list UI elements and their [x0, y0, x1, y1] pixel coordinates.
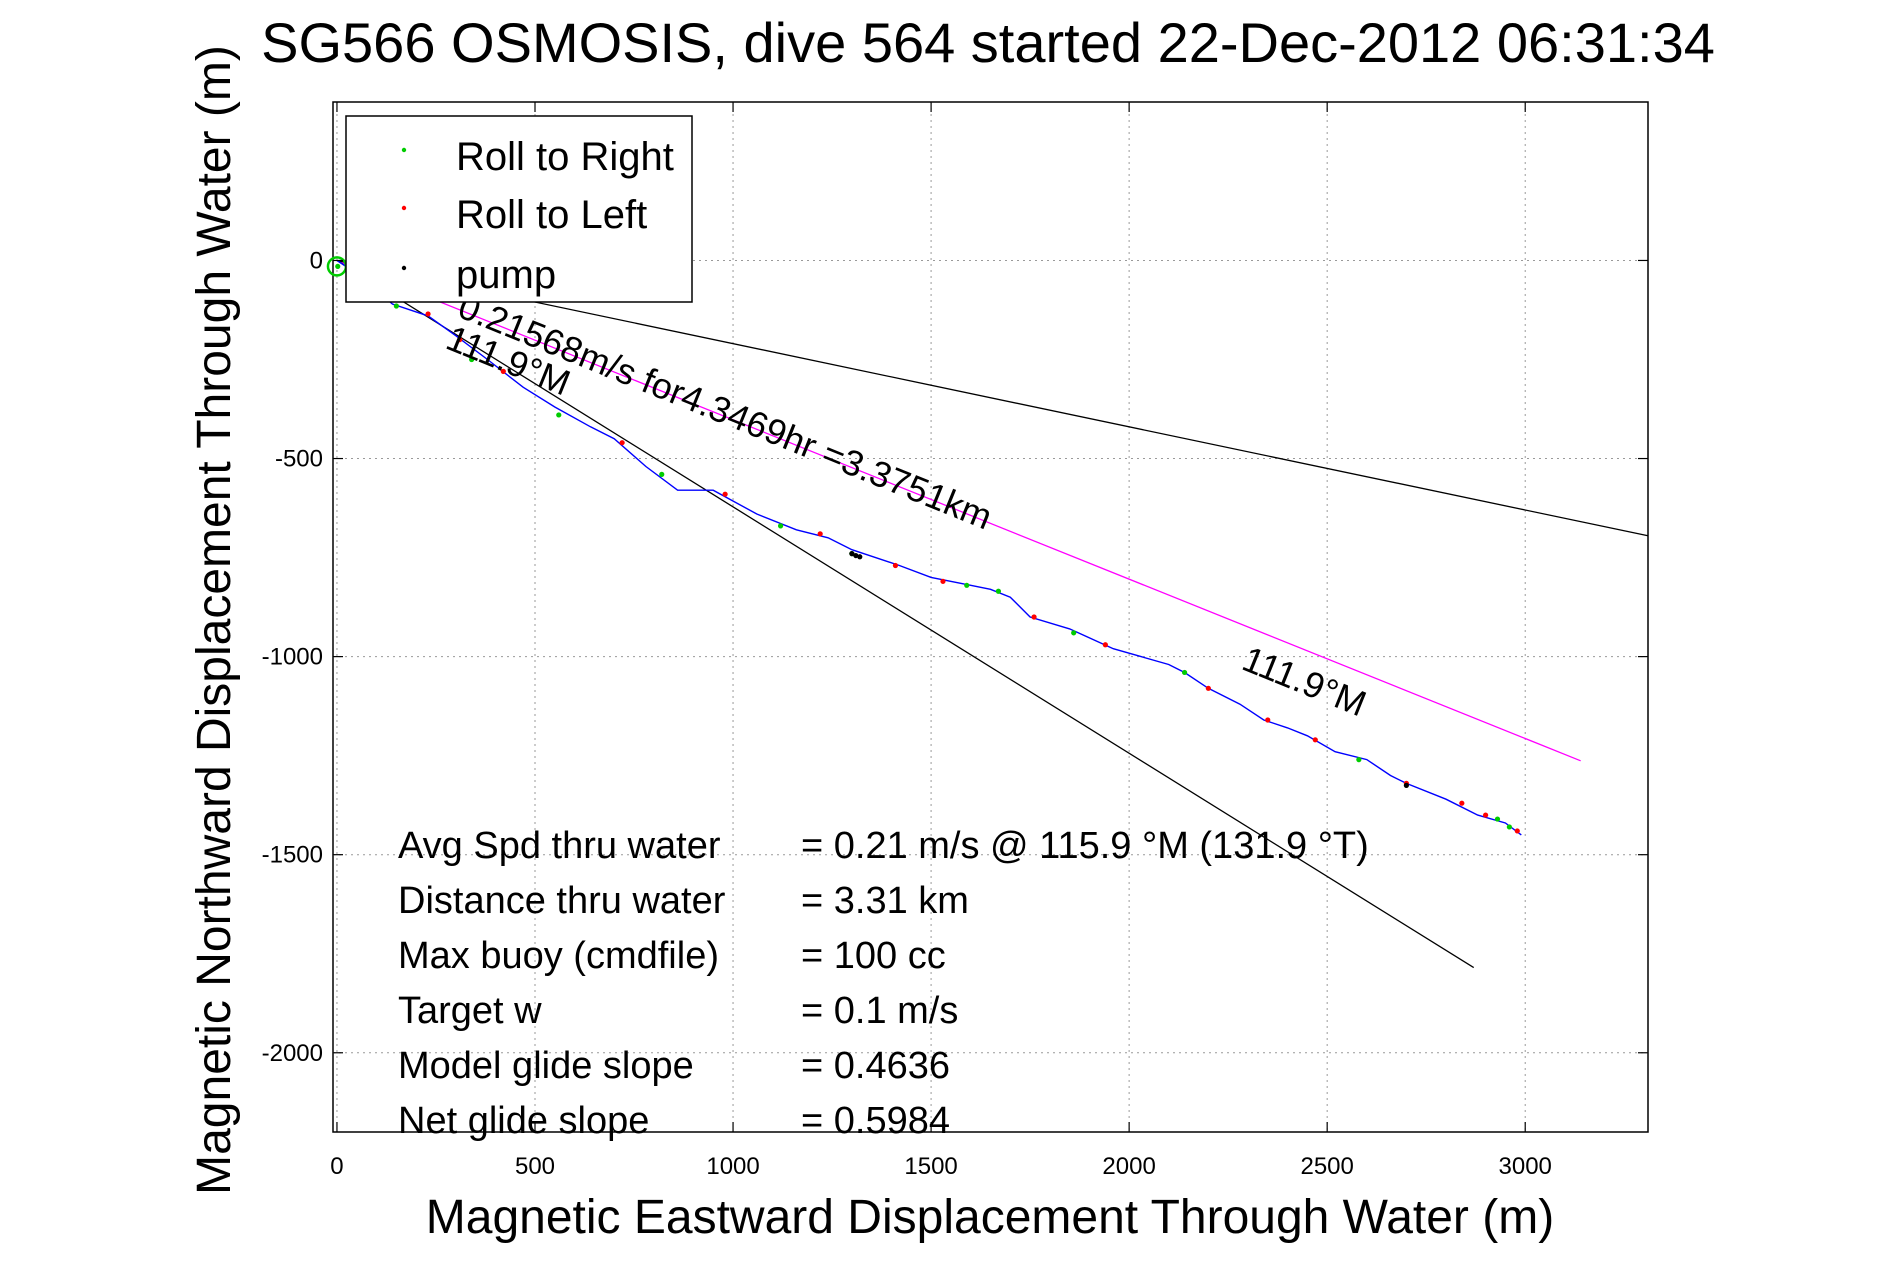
roll-right-point — [469, 356, 475, 363]
roll-left-point — [1205, 685, 1211, 691]
stat-value: = 0.21 m/s @ 115.9 °M (131.9 °T) — [801, 825, 1369, 867]
y-axis-label: Magnetic Northward Displacement Through … — [188, 45, 241, 1195]
roll-right-point — [964, 582, 970, 588]
bound-lower — [336, 259, 1475, 969]
x-tick-label: 2500 — [1300, 1153, 1353, 1180]
roll-left-point — [1265, 717, 1271, 723]
y-tick-label: -500 — [275, 446, 323, 473]
stat-value: = 100 cc — [801, 935, 946, 977]
roll-right-point — [1181, 669, 1188, 676]
legend: Roll to Right Roll to Left pump — [345, 115, 693, 303]
x-tick-label: 1500 — [904, 1153, 957, 1180]
roll-left-point — [1514, 828, 1520, 834]
stat-label: Avg Spd thru water — [398, 825, 721, 867]
roll-right-point — [393, 303, 399, 309]
roll-left-point — [425, 311, 431, 317]
x-tick-label: 0 — [330, 1153, 343, 1180]
roll-left-point — [817, 531, 823, 537]
roll-left-point — [722, 491, 728, 497]
legend-marker-pump — [401, 265, 407, 271]
line-through-water — [336, 259, 1581, 762]
roll-right-point — [335, 263, 341, 270]
y-tick-label: -2000 — [262, 1040, 323, 1067]
roll-right-point — [1494, 816, 1501, 822]
x-tick-label: 1000 — [706, 1153, 759, 1180]
roll-right-point — [1356, 757, 1362, 763]
stat-label: Net glide slope — [398, 1100, 649, 1142]
grid — [333, 102, 1648, 1132]
stat-value: = 0.1 m/s — [801, 990, 958, 1032]
stat-value: = 3.31 km — [801, 880, 969, 922]
x-tick-label: 2000 — [1102, 1153, 1155, 1180]
stat-label: Target w — [398, 990, 542, 1032]
y-tick-label: -1000 — [262, 644, 323, 671]
pump-point — [1403, 782, 1409, 788]
chart-title: SG566 OSMOSIS, dive 564 started 22-Dec-2… — [261, 11, 1715, 74]
roll-right-point — [659, 471, 665, 477]
pump-point — [853, 552, 859, 559]
roll-left-point — [892, 562, 899, 569]
stat-value: = 0.5984 — [801, 1100, 950, 1142]
roll-left-point — [1312, 737, 1318, 743]
track-line — [336, 259, 1522, 836]
reference-lines — [336, 259, 1649, 969]
legend-label-pump: pump — [456, 253, 556, 297]
roll-left-point — [1031, 614, 1037, 620]
legend-marker-roll-left — [401, 205, 407, 211]
roll-right-point — [1071, 630, 1077, 636]
x-tick-label: 3000 — [1499, 1153, 1552, 1180]
legend-label-roll-left: Roll to Left — [456, 193, 647, 237]
pump-point — [857, 554, 863, 560]
legend-marker-roll-right — [401, 147, 407, 153]
roll-right-point — [556, 412, 562, 418]
legend-label-roll-right: Roll to Right — [456, 135, 674, 179]
roll-left-point — [1483, 812, 1489, 818]
roll-left-point — [1459, 800, 1465, 806]
stat-label: Distance thru water — [398, 880, 726, 922]
roll-right-point — [1506, 824, 1512, 830]
bound-upper — [336, 259, 1649, 537]
stat-value: = 0.4636 — [801, 1045, 950, 1087]
y-tick-label: 0 — [310, 247, 323, 274]
y-tick-label: -1500 — [262, 842, 323, 869]
roll-right-point — [995, 588, 1002, 594]
roll-left-point — [619, 440, 625, 446]
roll-left-point — [1102, 642, 1108, 648]
roll-right-point — [777, 523, 784, 529]
x-tick-label: 500 — [515, 1153, 555, 1180]
roll-left-point — [457, 337, 463, 343]
x-axis-label: Magnetic Eastward Displacement Through W… — [426, 1191, 1554, 1244]
stat-label: Max buoy (cmdfile) — [398, 935, 719, 977]
roll-markers — [335, 263, 1520, 834]
axis-ticks: 0 500 1000 1500 2000 2500 3000 0 -500 -1000 -1500 -… — [262, 102, 1648, 1180]
pump-point — [849, 551, 855, 557]
dive-stats: Avg Spd thru water = 0.21 m/s @ 115.9 °M… — [398, 825, 1369, 1142]
stat-label: Model glide slope — [398, 1045, 694, 1087]
roll-left-point — [500, 368, 506, 374]
roll-left-point — [940, 578, 946, 584]
